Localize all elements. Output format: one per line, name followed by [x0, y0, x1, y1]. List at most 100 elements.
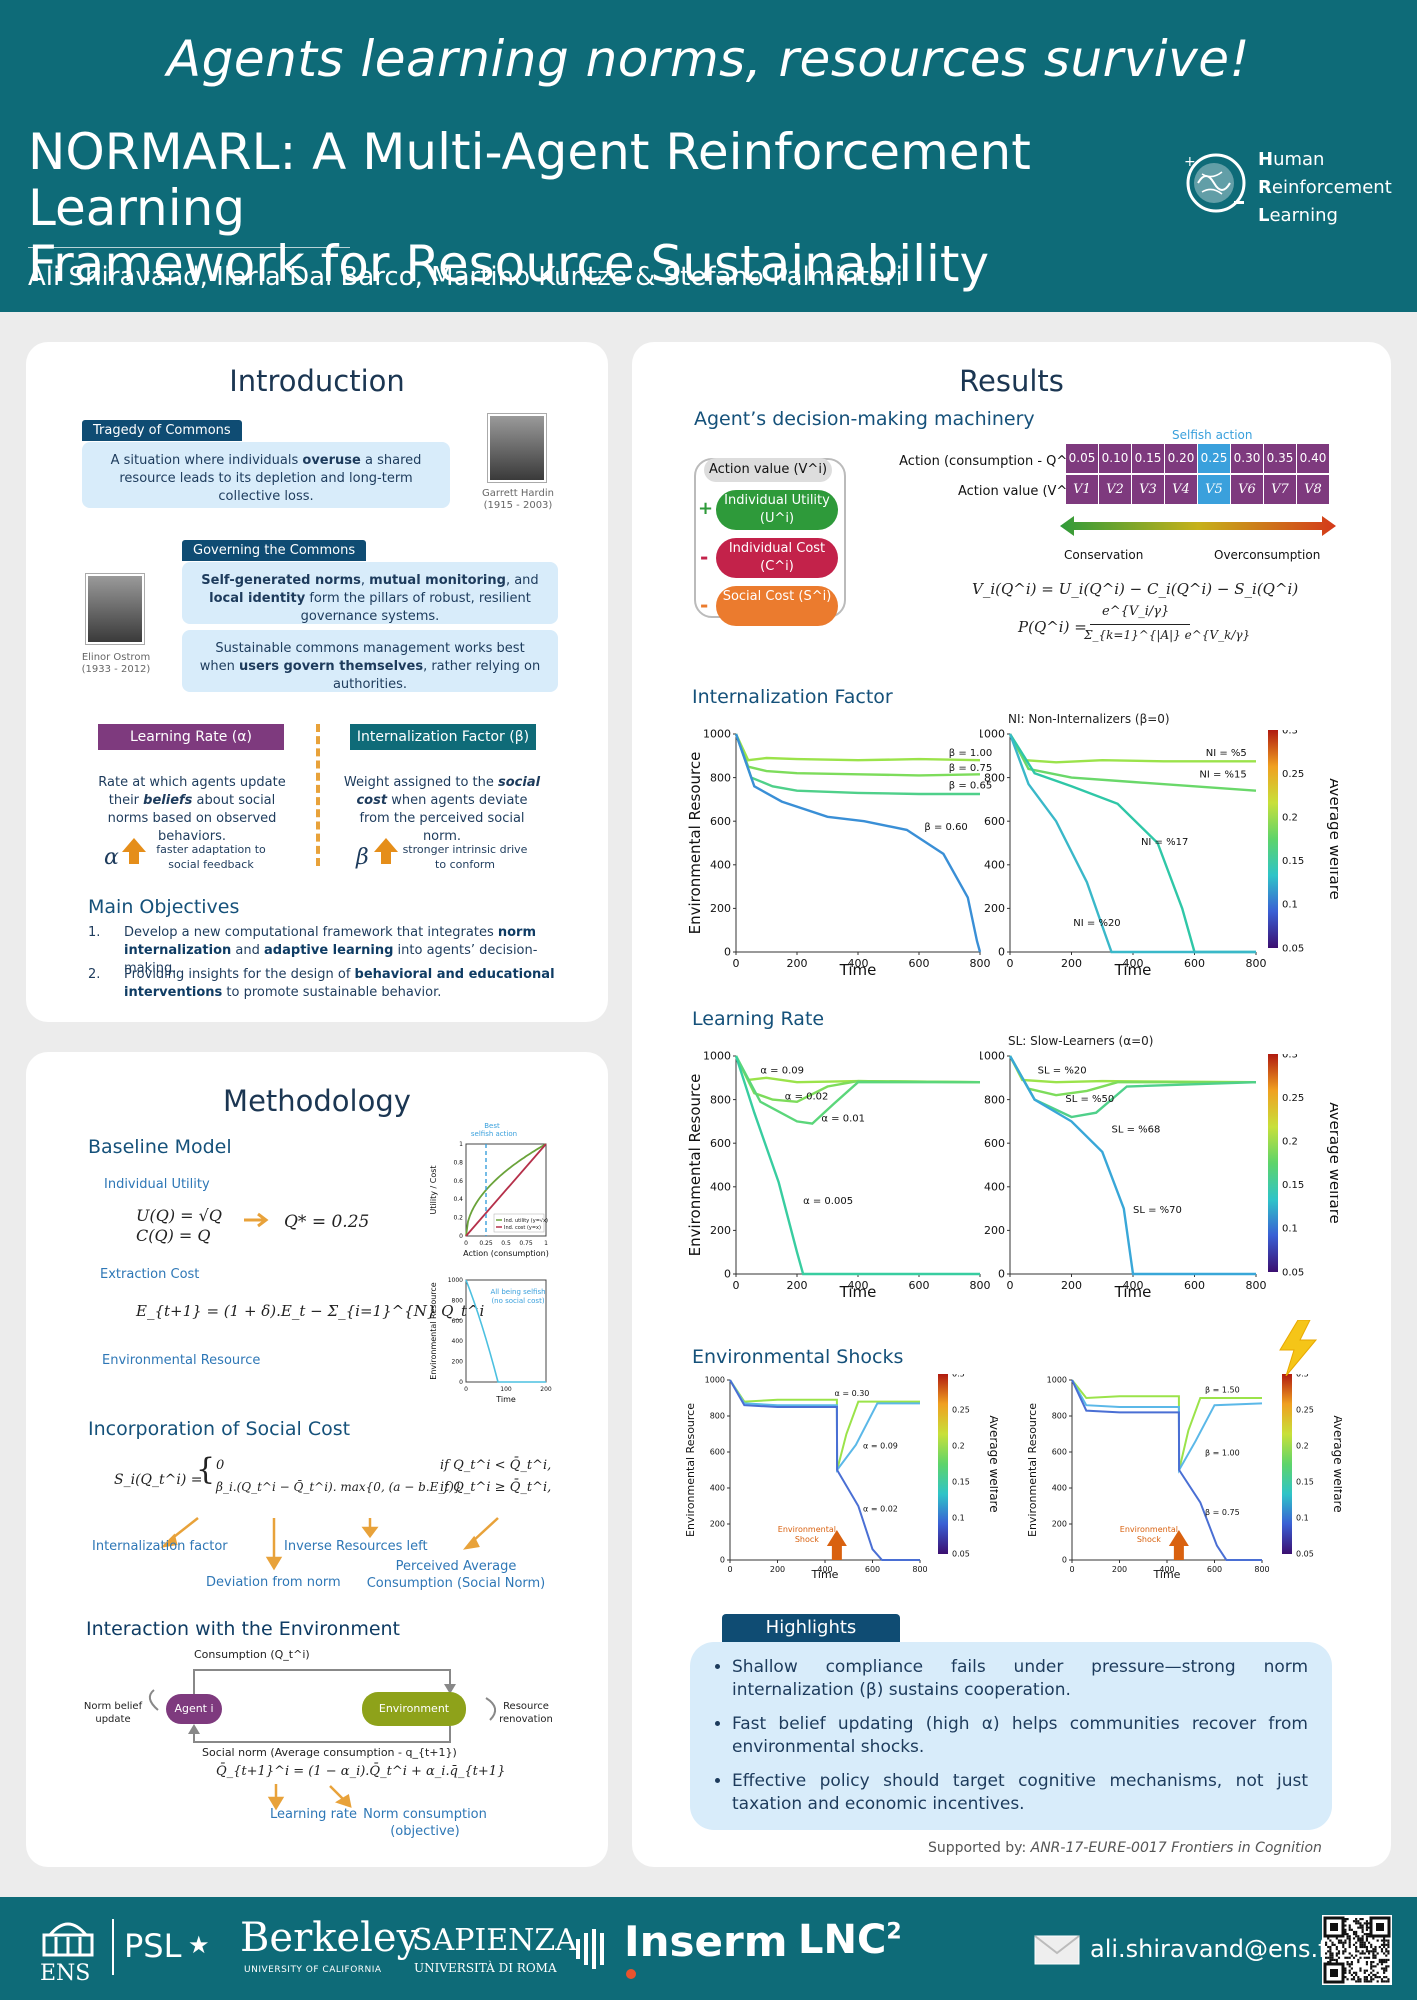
series-line — [1008, 733, 1256, 954]
plus-sign: + — [698, 498, 714, 519]
y-tick-label: 0 — [459, 1379, 463, 1386]
legend-entry: Ind. cost (y=x) — [504, 1225, 541, 1231]
sl-panel-title: SL: Slow-Learners (α=0) — [1008, 1034, 1154, 1048]
series-line — [734, 1055, 980, 1276]
title-divider — [28, 247, 350, 248]
interaction-title: Interaction with the Environment — [86, 1618, 401, 1640]
if-description: Weight assigned to the social cost when … — [343, 775, 541, 844]
environment-equation: E_{t+1} = (1 + δ).E_t − Σ_{i=1}^{N} Q_t^… — [136, 1302, 485, 1320]
optimal-action-equation: Q* = 0.25 — [284, 1212, 370, 1232]
cost-line — [465, 1143, 547, 1237]
internalization-section-title: Internalization Factor — [692, 686, 893, 708]
y-tick-label: 0 — [459, 1233, 463, 1240]
colorbar-tick: 0.15 — [1282, 856, 1304, 867]
x-tick-label: 1 — [544, 1240, 548, 1247]
shock-beta-plot: 0 200 400 600 800 0 200 400 600 800 1000 Time Enviro… — [1026, 1376, 1270, 1581]
colorbar-tick: 0.2 — [1282, 813, 1298, 824]
lab-name: Human Reinforcement Learning — [1258, 149, 1392, 226]
y-tick-label: 600 — [984, 1137, 1005, 1150]
star-icon: ★ — [188, 1931, 210, 1959]
y-tick-label: 200 — [1052, 1520, 1067, 1529]
hardin-caption: Garrett Hardin (1915 - 2003) — [482, 488, 554, 511]
divider — [316, 724, 320, 866]
internalization-plot: 0 200 400 600 800 0 200 400 600 800 1000 Time Enviro… — [686, 728, 992, 979]
hardin-portrait — [488, 414, 546, 482]
colorbar-tick: 0.2 — [1296, 1442, 1309, 1451]
colorbar-tick: 0.25 — [1296, 1406, 1314, 1415]
beta-symbol: β — [356, 845, 369, 870]
inserm-mark-icon — [576, 1929, 604, 1969]
y-tick-label: 600 — [1052, 1448, 1067, 1457]
y-tick-label: 1000 — [703, 1050, 731, 1063]
social-cost-arrows — [160, 1517, 499, 1571]
minus-sign: - — [700, 593, 709, 617]
x-tick-label: 200 — [770, 1565, 785, 1574]
series-line — [729, 1379, 920, 1471]
colorbar-tick: 0.15 — [1296, 1478, 1314, 1487]
probability-denominator: Σ_{k=1}^{|A|} e^{V_k/γ} — [1084, 628, 1251, 642]
utility-equation: U(Q) = √Q — [136, 1206, 222, 1225]
series-line — [1008, 733, 1256, 954]
arrow-right-icon — [244, 1212, 269, 1228]
lnc-logo: LNC2 — [798, 1917, 902, 1963]
interaction-diagram — [148, 1669, 497, 1743]
action-cell: 0.40 — [1297, 444, 1329, 473]
poster-header: Agents learning norms, resources survive… — [0, 0, 1417, 312]
series-line — [1008, 733, 1257, 792]
introduction-card: Introduction Tragedy of Commons A situat… — [26, 342, 608, 1022]
supported-by: Supported by: ANR-17-EURE-0017 Frontiers… — [928, 1840, 1322, 1856]
x-tick-label: 200 — [1061, 957, 1082, 970]
annotation: Best — [484, 1122, 500, 1130]
value-cell: V3 — [1132, 475, 1164, 504]
norm-update-equation: Q̄_{t+1}^i = (1 − α_i).Q̄_t^i + α_i.q̄_{… — [216, 1764, 506, 1779]
colorbar-gradient — [1268, 730, 1278, 948]
series-label: α = 0.01 — [821, 1113, 865, 1124]
internalization-factor-label: Internalization factor — [92, 1539, 228, 1554]
series-label: β = 1.00 — [949, 748, 992, 759]
svg-text:+: + — [1184, 154, 1196, 170]
y-tick-label: 200 — [984, 902, 1005, 915]
conservation-label: Conservation — [1064, 548, 1144, 562]
series-line — [1071, 1379, 1262, 1561]
y-tick-label: 0 — [724, 1268, 731, 1281]
x-tick-label: 0 — [733, 1279, 740, 1292]
action-row-label: Action (consumption - Q^i) — [899, 454, 1076, 469]
qr-finder — [1330, 1969, 1338, 1977]
colorbar-tick: 0.05 — [1282, 943, 1304, 954]
x-tick-label: 600 — [1207, 1565, 1222, 1574]
series-label: α = 0.09 — [863, 1441, 898, 1450]
ostrom-portrait — [86, 574, 144, 644]
brain-logo-icon: + — [1184, 153, 1246, 213]
x-axis-label: Time — [811, 1568, 839, 1581]
learning-rate-plot: 0 200 400 600 800 0 200 400 600 800 1000 Time Enviro… — [686, 1050, 991, 1301]
x-axis-label: Action (consumption) — [463, 1249, 549, 1258]
colorbar-tick: 0.3 — [1282, 1054, 1298, 1060]
value-cell: V8 — [1297, 475, 1329, 504]
y-tick-label: 1000 — [703, 728, 731, 741]
slow-learners-plot: 0 200 400 600 800 0 200 400 600 800 1000 Time SL = %… — [980, 1050, 1267, 1301]
colorbar-tick: 0.2 — [1282, 1137, 1298, 1148]
x-tick-label: 400 — [848, 1279, 869, 1292]
y-tick-label: 0 — [998, 946, 1005, 959]
cost-equation: C(Q) = Q — [136, 1226, 211, 1245]
highlights-tag: Highlights — [722, 1614, 900, 1642]
social-norm-caption: Social norm (Average consumption - q_{t+… — [202, 1746, 457, 1759]
x-tick-label: 400 — [1123, 957, 1144, 970]
governing-box-1: Self-generated norms, mutual monitoring,… — [182, 562, 558, 624]
value-cell: V6 — [1231, 475, 1263, 504]
colorbar-tick: 0.15 — [1282, 1180, 1304, 1191]
y-tick-label: 600 — [452, 1318, 464, 1325]
y-tick-label: 200 — [710, 1520, 725, 1529]
y-tick-label: 800 — [710, 771, 731, 784]
shock-label: Environmental — [778, 1525, 836, 1534]
colorbar-label: Average welfare — [1326, 1102, 1338, 1224]
series-label: NI = %17 — [1141, 837, 1188, 848]
highlights-box: Shallow compliance fails under pressure—… — [690, 1642, 1332, 1830]
annotation: All being selfish — [490, 1288, 545, 1296]
qr-code-icon[interactable] — [1322, 1915, 1392, 1985]
governing-tag: Governing the Commons — [182, 540, 367, 561]
y-tick-label: 1000 — [980, 1050, 1005, 1063]
email-link[interactable]: ali.shiravand@ens.fr — [1090, 1935, 1337, 1963]
berkeley-subtitle: UNIVERSITY OF CALIFORNIA — [244, 1965, 382, 1975]
